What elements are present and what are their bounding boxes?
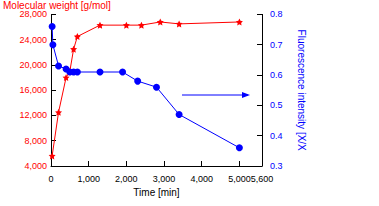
svg-text:Time [min]: Time [min] [133,187,180,198]
svg-text:0.7: 0.7 [270,40,283,50]
svg-text:3,000: 3,000 [153,174,176,184]
svg-text:28,000: 28,000 [19,9,47,19]
svg-text:0.4: 0.4 [270,131,283,141]
svg-text:0.8: 0.8 [270,9,283,19]
svg-text:5,000: 5,000 [228,174,251,184]
svg-text:4,000: 4,000 [190,174,213,184]
svg-text:0: 0 [48,174,53,184]
svg-text:Fluorescence intensity [X/X: Fluorescence intensity [X/X [296,30,307,151]
svg-text:2,000: 2,000 [115,174,138,184]
svg-text:0.3: 0.3 [270,161,283,171]
svg-text:16,000: 16,000 [19,85,47,95]
svg-text:5,600: 5,600 [251,174,274,184]
svg-text:20,000: 20,000 [19,60,47,70]
svg-text:12,000: 12,000 [19,110,47,120]
svg-text:4,000: 4,000 [24,161,47,171]
svg-text:0.6: 0.6 [270,70,283,80]
svg-text:24,000: 24,000 [19,35,47,45]
svg-text:1,000: 1,000 [77,174,100,184]
svg-text:0.5: 0.5 [270,100,283,110]
svg-text:8,000: 8,000 [24,136,47,146]
